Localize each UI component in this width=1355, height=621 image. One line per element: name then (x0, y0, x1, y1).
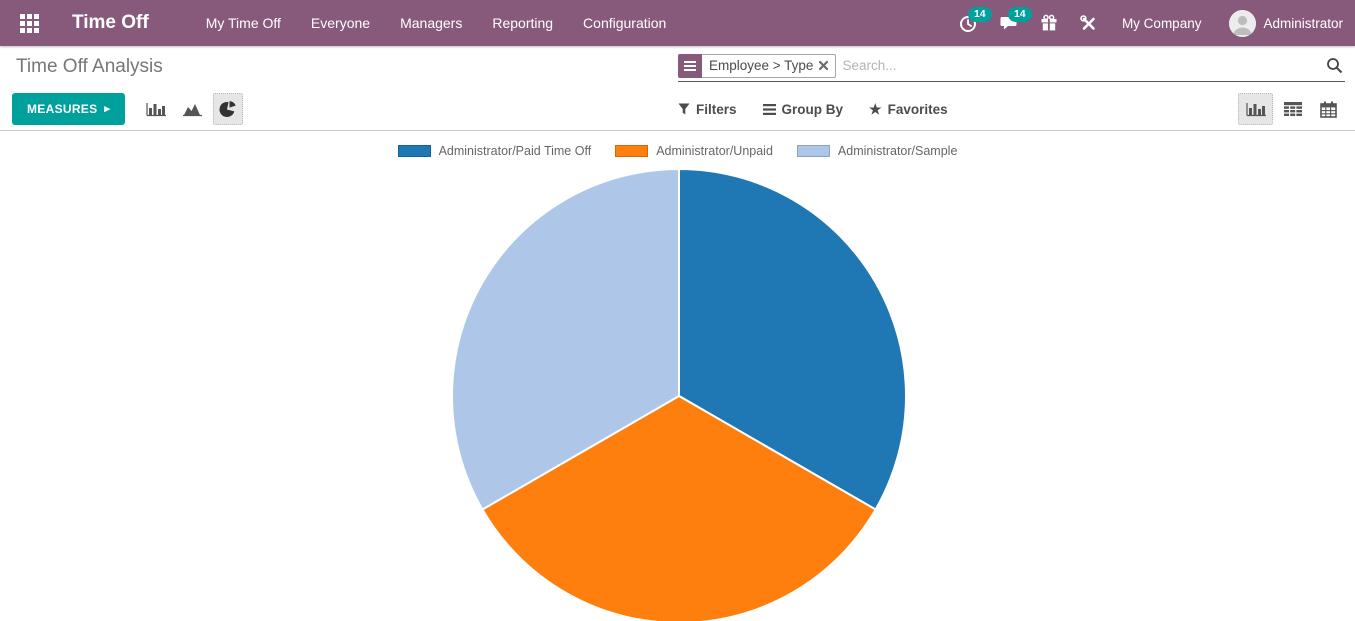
area-chart-icon (183, 104, 203, 117)
avatar (1229, 9, 1257, 37)
legend-swatch (796, 145, 830, 157)
graph-view-icon (1245, 103, 1266, 117)
filter-funnel-icon (678, 103, 690, 115)
group-by-facet-icon (678, 53, 702, 78)
tools-icon (1080, 14, 1096, 30)
search-icon[interactable] (1324, 57, 1345, 74)
filters-label: Filters (696, 101, 737, 117)
pivot-view-icon (1284, 101, 1302, 116)
activity-count-badge: 14 (967, 7, 992, 22)
apps-menu-icon[interactable] (12, 6, 46, 40)
pie-slice-2[interactable] (481, 395, 877, 621)
pie-chart-icon (219, 101, 236, 117)
search-options: Filters Group By ★ Favorites (678, 102, 948, 117)
graph-view-button[interactable] (1238, 93, 1273, 125)
favorites-label: Favorites (887, 101, 948, 117)
top-navbar: Time Off My Time Off Everyone Managers R… (0, 0, 1355, 46)
legend-item[interactable]: Administrator/Unpaid (615, 144, 773, 158)
group-by-label: Group By (781, 101, 844, 117)
pie-slice-1[interactable] (678, 168, 907, 511)
pie-chart-mode-button[interactable] (213, 93, 244, 125)
nav-item-everyone[interactable]: Everyone (310, 15, 371, 31)
favorites-button[interactable]: ★ Favorites (869, 102, 948, 117)
user-menu[interactable]: Administrator (1217, 9, 1343, 37)
systray: 14 14 My C (952, 6, 1343, 40)
app-title[interactable]: Time Off (72, 12, 149, 33)
app-menu: My Time Off Everyone Managers Reporting … (191, 0, 682, 46)
legend-swatch (615, 145, 649, 157)
legend-item[interactable]: Administrator/Paid Time Off (397, 144, 592, 158)
chart-type-switcher (141, 93, 244, 125)
facet-body: Employee > Type (702, 53, 837, 78)
page-title: Time Off Analysis (16, 56, 163, 77)
nav-item-managers[interactable]: Managers (400, 15, 463, 31)
facet-remove-icon[interactable] (819, 61, 829, 70)
line-chart-mode-button[interactable] (177, 93, 207, 125)
group-by-icon (762, 103, 776, 115)
control-panel-breadcrumb-row: Time Off Analysis Employee > Type (0, 46, 1355, 88)
measures-label: MEASURES (27, 102, 98, 116)
messages-button[interactable]: 14 (992, 6, 1032, 40)
nav-item-configuration[interactable]: Configuration (583, 15, 667, 31)
company-switcher[interactable]: My Company (1121, 15, 1202, 31)
legend-swatch (397, 145, 431, 157)
pie-chart (451, 168, 907, 621)
pivot-view-button[interactable] (1278, 93, 1308, 125)
nav-item-my-time-off[interactable]: My Time Off (205, 15, 281, 31)
rewards-button[interactable] (1032, 6, 1066, 40)
legend-item[interactable]: Administrator/Sample (796, 144, 958, 158)
control-panel-buttons-row: MEASURES ▸ (0, 88, 1355, 131)
nav-item-reporting[interactable]: Reporting (492, 15, 554, 31)
bar-chart-mode-button[interactable] (141, 93, 171, 125)
pie-slice-3[interactable] (451, 168, 680, 511)
graph-view-content: Administrator/Paid Time Off Administrator… (0, 131, 1355, 621)
legend-label: Administrator/Sample (837, 144, 958, 158)
measures-button[interactable]: MEASURES ▸ (12, 93, 126, 125)
bar-chart-icon (146, 103, 167, 117)
facet-label: Employee > Type (709, 58, 814, 73)
chart-legend: Administrator/Paid Time Off Administrator… (0, 144, 1355, 158)
filters-button[interactable]: Filters (678, 102, 737, 117)
search-bar[interactable]: Employee > Type (678, 52, 1345, 82)
grid-icon (19, 13, 39, 33)
star-icon: ★ (869, 101, 882, 117)
group-by-button[interactable]: Group By (762, 101, 844, 117)
view-switcher (1238, 93, 1343, 125)
user-name: Administrator (1263, 15, 1343, 31)
search-input[interactable] (842, 58, 1324, 73)
legend-label: Administrator/Paid Time Off (438, 144, 592, 158)
legend-label: Administrator/Unpaid (656, 144, 773, 158)
activities-button[interactable]: 14 (952, 6, 992, 40)
search-facet-groupby: Employee > Type (678, 53, 837, 78)
calendar-view-button[interactable] (1313, 93, 1343, 125)
gift-icon (1041, 14, 1057, 31)
calendar-view-icon (1319, 101, 1337, 118)
caret-right-icon: ▸ (104, 102, 111, 115)
message-count-badge: 14 (1007, 7, 1032, 22)
debug-tools-button[interactable] (1072, 6, 1106, 40)
